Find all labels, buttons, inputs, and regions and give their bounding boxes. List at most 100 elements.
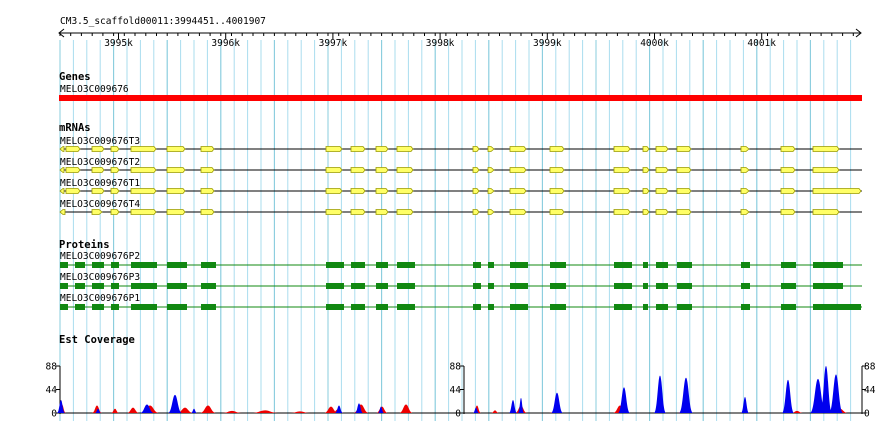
- mrna-exon[interactable]: [59, 167, 65, 173]
- protein-domain[interactable]: [677, 283, 692, 289]
- protein-domain[interactable]: [813, 262, 843, 268]
- mrna-exon[interactable]: [472, 146, 480, 152]
- mrna-exon[interactable]: [325, 188, 343, 194]
- protein-domain[interactable]: [75, 262, 85, 268]
- protein-domain[interactable]: [643, 283, 648, 289]
- protein-domain[interactable]: [614, 283, 632, 289]
- protein-label[interactable]: MELO3C009676P1: [60, 293, 140, 304]
- mrna-exon[interactable]: [350, 188, 366, 194]
- mrna-exon[interactable]: [200, 146, 215, 152]
- mrna-exon[interactable]: [65, 188, 81, 194]
- mrna-exon[interactable]: [509, 188, 527, 194]
- protein-domain[interactable]: [677, 262, 692, 268]
- mrna-exon[interactable]: [325, 209, 343, 215]
- protein-domain[interactable]: [60, 262, 68, 268]
- mrna-exon[interactable]: [613, 188, 631, 194]
- mrna-exon[interactable]: [487, 209, 495, 215]
- mrna-exon[interactable]: [549, 188, 565, 194]
- protein-domain[interactable]: [488, 283, 494, 289]
- mrna-exon[interactable]: [200, 209, 215, 215]
- mrna-exon[interactable]: [613, 146, 631, 152]
- mrna-exon[interactable]: [655, 146, 669, 152]
- protein-domain[interactable]: [656, 262, 668, 268]
- mrna-exon[interactable]: [59, 188, 65, 194]
- mrna-exon[interactable]: [655, 209, 669, 215]
- mrna-exon[interactable]: [59, 146, 65, 152]
- protein-domain[interactable]: [92, 304, 104, 310]
- protein-domain[interactable]: [643, 262, 648, 268]
- mrna-exon[interactable]: [613, 167, 631, 173]
- mrna-exon[interactable]: [375, 146, 389, 152]
- mrna-exon[interactable]: [350, 146, 366, 152]
- protein-domain[interactable]: [813, 304, 861, 310]
- mrna-exon[interactable]: [812, 209, 840, 215]
- mrna-exon[interactable]: [91, 188, 105, 194]
- mrna-exon[interactable]: [130, 209, 157, 215]
- mrna-exon[interactable]: [780, 167, 796, 173]
- protein-domain[interactable]: [111, 304, 119, 310]
- mrna-exon[interactable]: [91, 146, 105, 152]
- mrna-exon[interactable]: [812, 167, 840, 173]
- mrna-exon[interactable]: [642, 167, 650, 173]
- mrna-exon[interactable]: [350, 167, 366, 173]
- mrna-exon[interactable]: [130, 188, 157, 194]
- protein-domain[interactable]: [473, 262, 481, 268]
- mrna-exon[interactable]: [396, 167, 414, 173]
- protein-domain[interactable]: [75, 304, 85, 310]
- protein-domain[interactable]: [167, 262, 187, 268]
- protein-domain[interactable]: [656, 304, 668, 310]
- protein-label[interactable]: MELO3C009676P2: [60, 251, 140, 262]
- mrna-exon[interactable]: [396, 188, 414, 194]
- protein-domain[interactable]: [397, 283, 415, 289]
- mrna-exon[interactable]: [642, 209, 650, 215]
- protein-domain[interactable]: [813, 283, 843, 289]
- mrna-exon[interactable]: [655, 188, 669, 194]
- mrna-exon[interactable]: [396, 146, 414, 152]
- protein-domain[interactable]: [326, 304, 344, 310]
- mrna-exon[interactable]: [375, 209, 389, 215]
- mrna-exon[interactable]: [110, 167, 120, 173]
- mrna-exon[interactable]: [676, 167, 692, 173]
- protein-domain[interactable]: [741, 262, 750, 268]
- mrna-exon[interactable]: [740, 167, 750, 173]
- protein-domain[interactable]: [351, 262, 365, 268]
- protein-domain[interactable]: [167, 283, 187, 289]
- protein-domain[interactable]: [201, 304, 216, 310]
- protein-domain[interactable]: [397, 262, 415, 268]
- protein-domain[interactable]: [614, 304, 632, 310]
- mrna-label[interactable]: MELO3C009676T1: [60, 178, 140, 189]
- protein-domain[interactable]: [201, 283, 216, 289]
- protein-domain[interactable]: [326, 262, 344, 268]
- mrna-exon[interactable]: [642, 146, 650, 152]
- protein-domain[interactable]: [131, 262, 157, 268]
- protein-domain[interactable]: [677, 304, 692, 310]
- mrna-label[interactable]: MELO3C009676T3: [60, 136, 140, 147]
- mrna-exon[interactable]: [91, 167, 105, 173]
- protein-domain[interactable]: [488, 304, 494, 310]
- mrna-exon[interactable]: [740, 188, 750, 194]
- protein-domain[interactable]: [781, 304, 796, 310]
- mrna-exon[interactable]: [166, 146, 186, 152]
- mrna-exon[interactable]: [110, 209, 120, 215]
- mrna-exon[interactable]: [472, 209, 480, 215]
- mrna-exon[interactable]: [740, 209, 750, 215]
- protein-domain[interactable]: [643, 304, 648, 310]
- mrna-exon[interactable]: [130, 167, 157, 173]
- protein-domain[interactable]: [75, 283, 85, 289]
- mrna-exon[interactable]: [396, 209, 414, 215]
- mrna-exon[interactable]: [472, 167, 480, 173]
- protein-domain[interactable]: [376, 283, 388, 289]
- protein-domain[interactable]: [376, 262, 388, 268]
- protein-domain[interactable]: [473, 283, 481, 289]
- mrna-exon[interactable]: [487, 146, 495, 152]
- mrna-exon[interactable]: [110, 146, 120, 152]
- mrna-exon[interactable]: [509, 209, 527, 215]
- protein-domain[interactable]: [92, 262, 104, 268]
- mrna-exon[interactable]: [676, 209, 692, 215]
- mrna-exon[interactable]: [642, 188, 650, 194]
- mrna-exon[interactable]: [676, 188, 692, 194]
- protein-domain[interactable]: [488, 262, 494, 268]
- mrna-exon[interactable]: [676, 146, 692, 152]
- mrna-exon[interactable]: [472, 188, 480, 194]
- mrna-exon[interactable]: [549, 146, 565, 152]
